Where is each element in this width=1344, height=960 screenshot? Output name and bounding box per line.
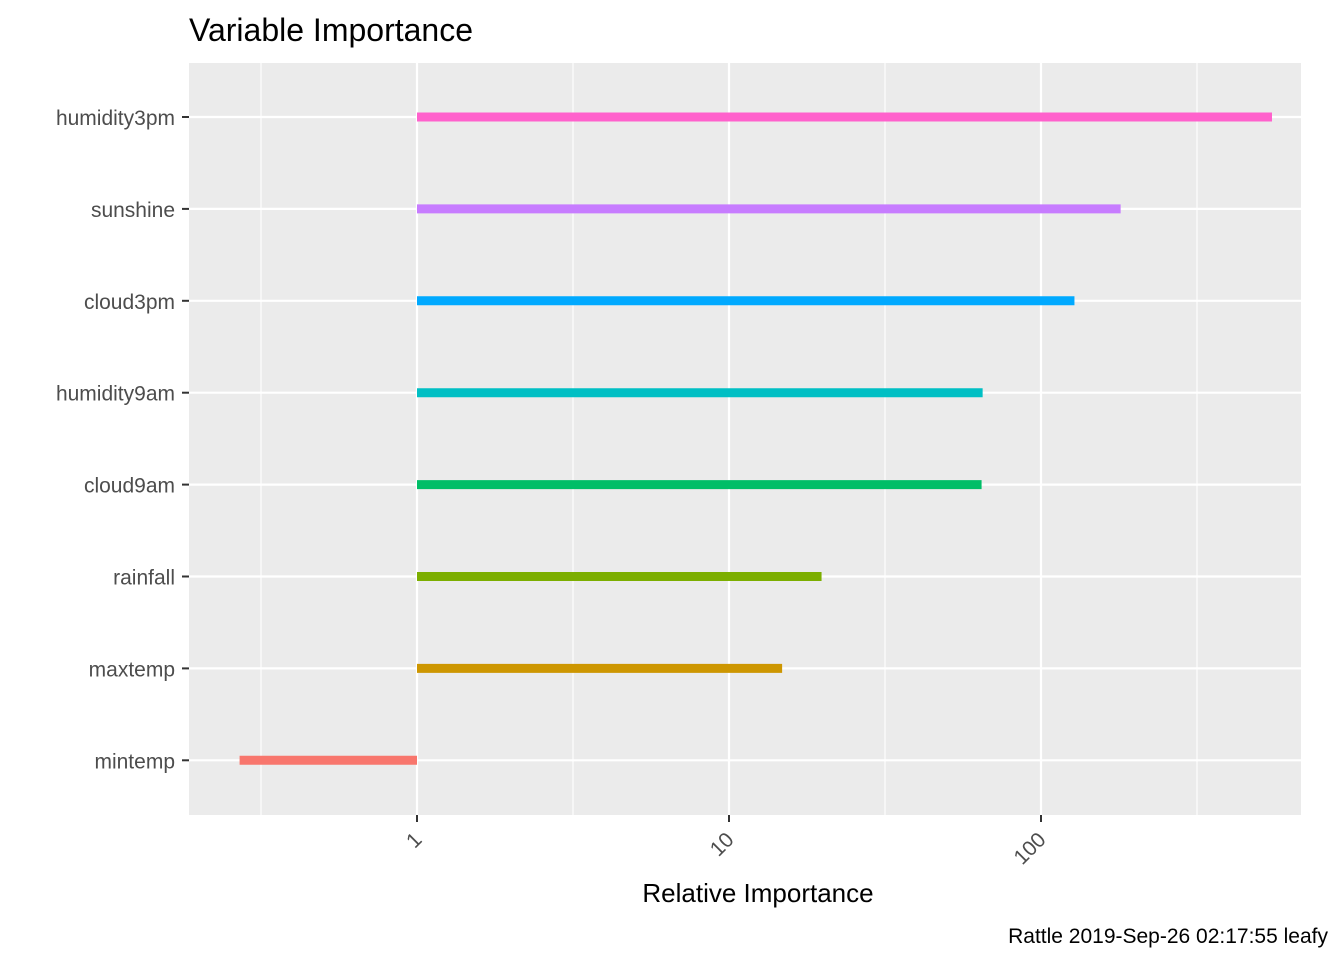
y-tick-label-cloud9am: cloud9am [84, 475, 175, 498]
y-tick-label-humidity3pm: humidity3pm [56, 107, 175, 130]
x-axis: 1 10 100 [402, 815, 1051, 869]
y-axis: humidity3pm sunshine cloud3pm humidity9am cl… [56, 107, 189, 773]
minor-gridlines [260, 63, 1198, 815]
plot-panel [189, 63, 1301, 815]
x-tick-label-1: 1 [402, 828, 427, 853]
y-tick-label-mintemp: mintemp [94, 750, 175, 773]
x-tick-label-10: 10 [706, 828, 739, 861]
chart-title: Variable Importance [189, 12, 473, 48]
y-tick-label-rainfall: rainfall [113, 567, 175, 590]
bars [239, 112, 1272, 765]
y-tick-label-sunshine: sunshine [91, 199, 175, 222]
chart-caption: Rattle 2019-Sep-26 02:17:55 leafy [1008, 925, 1328, 948]
y-tick-label-cloud3pm: cloud3pm [84, 291, 175, 314]
y-tick-label-humidity9am: humidity9am [56, 383, 175, 406]
x-tick-label-100: 100 [1009, 828, 1050, 869]
y-tick-label-maxtemp: maxtemp [89, 658, 175, 681]
x-axis-title: Relative Importance [642, 878, 873, 908]
